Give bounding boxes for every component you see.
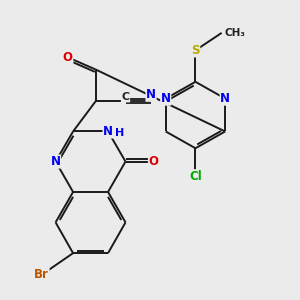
Text: N: N <box>146 88 156 101</box>
Text: O: O <box>148 155 158 168</box>
Text: C: C <box>122 92 130 102</box>
Text: Br: Br <box>34 268 49 281</box>
Text: Cl: Cl <box>189 170 202 183</box>
Text: N: N <box>103 125 113 138</box>
Text: H: H <box>115 128 124 138</box>
Text: O: O <box>63 51 73 64</box>
Text: N: N <box>161 92 171 105</box>
Text: S: S <box>191 44 200 57</box>
Text: N: N <box>220 92 230 105</box>
Text: CH₃: CH₃ <box>224 28 245 38</box>
Text: N: N <box>51 155 61 168</box>
